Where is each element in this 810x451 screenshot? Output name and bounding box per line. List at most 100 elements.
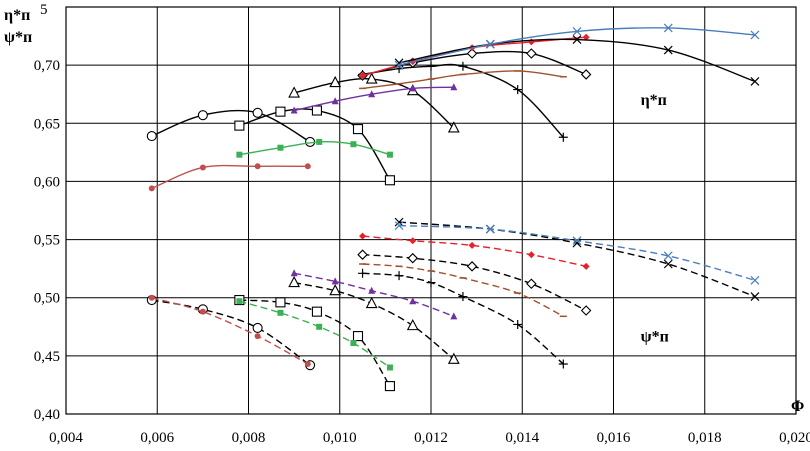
data-point [331, 97, 339, 105]
x-tick-label: 0,012 [414, 430, 448, 446]
data-point [406, 318, 419, 331]
series-line [239, 108, 391, 181]
x-tick-label: 0,020 [779, 430, 810, 446]
y-axis-label-eta: η*п [4, 7, 30, 24]
series-psi-dot [148, 294, 311, 367]
data-point [148, 294, 155, 301]
data-point [572, 35, 582, 44]
data-point [394, 221, 404, 231]
data-point [290, 269, 298, 277]
y-tick-label: 0,50 [34, 291, 60, 307]
data-point [466, 48, 478, 59]
data-point [384, 175, 395, 186]
data-point [275, 297, 286, 308]
data-point [513, 319, 523, 329]
data-point [331, 277, 339, 285]
series-psi-filled-triangle [290, 269, 458, 320]
data-point [357, 249, 368, 260]
data-point [368, 286, 376, 294]
data-point [197, 110, 208, 121]
data-point [663, 23, 673, 33]
series-line [398, 27, 755, 66]
x-tick-label: 0,010 [323, 430, 357, 446]
x-tick-label: 0,016 [597, 430, 631, 446]
data-point [236, 298, 243, 305]
data-point [663, 251, 673, 261]
data-point [558, 132, 568, 142]
data-point [290, 106, 298, 114]
series-line [362, 63, 564, 138]
data-point [466, 261, 478, 272]
series-eta-filled-triangle [290, 83, 458, 114]
data-point [458, 61, 468, 71]
y-tick-label: 0,55 [34, 233, 60, 249]
series-psi-diamond [357, 249, 592, 316]
data-point [580, 69, 592, 80]
data-point [316, 323, 323, 330]
series-line [399, 224, 756, 281]
data-point [288, 275, 301, 288]
annotation-boxes [624, 79, 687, 352]
data-point [558, 359, 568, 369]
data-point [485, 224, 495, 234]
data-point [450, 83, 458, 91]
x-axis-label: Φ [791, 398, 804, 415]
data-point [750, 76, 760, 86]
data-point [394, 60, 404, 70]
data-point [277, 144, 284, 151]
data-point [311, 105, 322, 116]
data-point [275, 106, 286, 117]
data-point [365, 72, 378, 84]
series-eta-dot [148, 163, 311, 192]
data-point [527, 251, 535, 259]
annotation-box [624, 79, 687, 116]
series-psi-square [234, 294, 395, 392]
y-tick-label: 0,60 [34, 174, 60, 190]
y-tick-label: 0,70 [34, 58, 60, 74]
data-point [288, 86, 301, 98]
data-point [359, 72, 367, 80]
data-point [450, 312, 458, 320]
y-axis-label-eta-text: η*п [4, 7, 30, 24]
annotation-label: η*п [641, 92, 667, 109]
y-axis-label-psi: ψ*п [4, 29, 32, 46]
series-line [151, 109, 311, 143]
data-point [146, 131, 157, 142]
data-point [254, 163, 261, 170]
data-point [485, 39, 495, 49]
series-layer [146, 23, 760, 392]
data-point [316, 138, 323, 145]
series-line [362, 263, 564, 317]
data-point [526, 278, 537, 290]
series-psi-circle [146, 294, 316, 371]
data-point [394, 217, 404, 227]
series-psi-dash [359, 263, 567, 318]
x-tick-label: 0,014 [505, 430, 539, 446]
data-point [365, 296, 378, 309]
annotation-label: ψ*п [641, 328, 669, 345]
series-psi-filled-diamond [359, 232, 590, 270]
y-axis-label-psi-text: ψ*п [4, 29, 32, 46]
data-point [426, 61, 436, 71]
series-line [399, 221, 756, 298]
annotation-box [624, 315, 687, 352]
data-point [447, 121, 460, 133]
annotations: η*п ψ*п [641, 92, 669, 345]
data-point [304, 360, 311, 367]
y-tick-label: 0,65 [34, 116, 60, 132]
x-tick-label: 0,004 [49, 430, 83, 446]
data-point [358, 268, 368, 278]
series-psi-plus [358, 268, 568, 369]
data-point [277, 309, 284, 316]
data-point [447, 352, 460, 364]
data-point [352, 331, 364, 342]
y-tick-label: 0,45 [34, 349, 60, 365]
data-point [582, 262, 590, 270]
data-point [750, 292, 760, 301]
data-point [468, 241, 476, 249]
data-point [252, 107, 263, 118]
data-point [350, 340, 357, 347]
series-psi-x [394, 221, 760, 285]
data-point [304, 163, 311, 170]
